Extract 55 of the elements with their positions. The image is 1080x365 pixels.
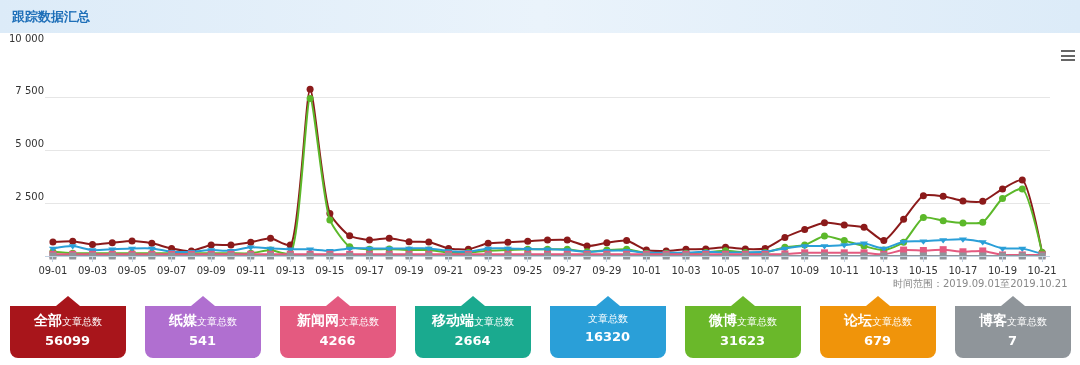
text: 文章总数 [587,313,628,324]
x-tick-label: 10-19 [987,265,1018,276]
category-label: 全部 [33,312,62,328]
x-tick-label: 09-25 [513,265,543,276]
data-label: 56099 [43,333,92,348]
x-tick-label: 10-11 [829,265,859,276]
x-tick-label: 10-05 [711,265,741,276]
category-label: 纸媒 [168,312,197,328]
x-tick-label: 10-07 [750,265,780,276]
x-tick-label: 09-19 [394,265,424,276]
chart-title: 跟踪数据汇总 [12,8,90,26]
y-tick-label: 10 000 [9,32,44,44]
x-tick-label: 10-15 [908,265,938,276]
text: 文章总数 [1006,316,1047,327]
data-label: 31623 [718,333,767,348]
y-tick-label: 7 500 [15,85,44,97]
x-tick-label: 10-03 [671,265,701,276]
category-label: 博客 [978,312,1007,328]
data-label: 679 [862,333,893,348]
x-tick-label: 10-21 [1027,265,1057,276]
x-tick-label: 09-11 [236,265,266,276]
x-tick-label: 09-13 [275,265,305,276]
data-label: 2664 [453,333,492,348]
x-tick-label: 10-17 [948,265,978,276]
x-tick-label: 09-17 [354,265,384,276]
category-label: 移动端 [431,312,474,328]
x-tick-label: 09-15 [315,265,345,276]
category-label: 新闻网 [296,312,339,328]
x-tick-label: 09-29 [592,265,622,276]
y-tick-label: 2 500 [15,190,44,202]
text: 文章总数 [871,316,912,327]
x-tick-label: 10-09 [790,265,820,276]
category-label: 论坛 [843,312,872,328]
x-tick-label: 10-13 [869,265,899,276]
text: 文章总数 [196,316,237,327]
x-tick-label: 09-23 [473,265,503,276]
x-tick-label: 09-21 [434,265,464,276]
text: 文章总数 [473,316,514,327]
x-tick-label: 09-27 [552,265,582,276]
x-tick-label: 10-01 [631,265,661,276]
data-label: 4266 [318,333,357,348]
text: 文章总数 [338,316,379,327]
data-label: 16320 [583,329,632,344]
y-tick-label: 5 000 [15,138,44,149]
data-label: 541 [187,333,218,348]
text: 时间范围：2019.09.01至2019.10.21 [893,278,1068,289]
x-tick-label: 09-03 [77,265,108,276]
x-tick-label: 09-07 [157,265,187,276]
data-label: 7 [1006,333,1018,348]
x-tick-label: 09-01 [38,265,68,276]
x-tick-label: 09-09 [196,265,226,276]
text: 文章总数 [736,316,777,327]
category-label: 微博 [708,312,737,328]
x-tick-label: 09-05 [117,265,147,276]
text: 文章总数 [61,316,102,327]
